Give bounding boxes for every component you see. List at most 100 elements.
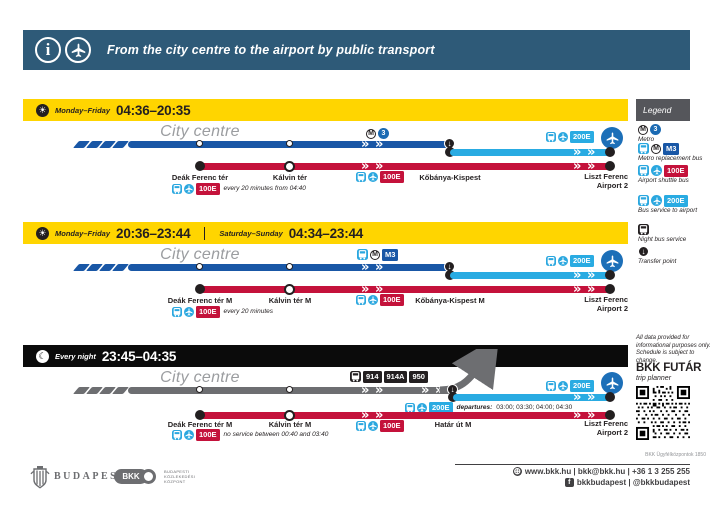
200e-badge: 200E xyxy=(429,402,453,414)
914-badge: 914 xyxy=(363,371,382,383)
legend-transfer-label: Transfer point xyxy=(638,258,677,265)
direction-chevron-icon: » xyxy=(573,408,581,423)
direction-chevron-icon: » xyxy=(375,260,383,275)
m3-badge: M3 xyxy=(663,143,680,155)
terminus-dot xyxy=(605,410,615,420)
station-label: Kálvin tér M xyxy=(268,296,312,305)
legend-transfer-icons: ↓ xyxy=(638,246,649,257)
airport-terminal-icon xyxy=(601,250,623,272)
bus-icon xyxy=(172,429,182,440)
direction-chevron-icon: » xyxy=(375,137,383,152)
terminus-dot xyxy=(605,161,615,171)
station-dot xyxy=(286,386,293,393)
station-label: Határ út M xyxy=(434,420,472,429)
station-label: Deák Ferenc tér M xyxy=(167,296,233,305)
airplane-icon xyxy=(368,294,378,305)
night-route-badges: 914 914A 950 xyxy=(350,371,428,383)
station-label: Liszt Ferenc Airport 2 xyxy=(584,295,628,313)
direction-chevron-icon: » xyxy=(361,260,369,275)
station-dot xyxy=(284,410,295,421)
direction-chevron-icon: » xyxy=(587,159,595,174)
station-dot xyxy=(195,410,205,420)
bus-icon xyxy=(546,255,556,266)
station-dot xyxy=(196,263,203,270)
period-label: Monday–Friday xyxy=(55,105,111,115)
airplane-icon xyxy=(558,255,568,266)
frequency-note-text: every 20 minutes from 04:40 xyxy=(223,185,306,193)
station-label: Deák Ferenc tér xyxy=(171,173,229,182)
contact-social-text: bkkbudapest | @bkkbudapest xyxy=(576,478,690,487)
station-label: Kálvin tér M xyxy=(268,420,312,429)
direction-chevron-icon: » xyxy=(375,282,383,297)
bus-icon xyxy=(356,420,366,431)
bus-icon xyxy=(356,294,366,305)
bkk-org-line: Közlekedési xyxy=(164,473,196,479)
100e-badge: 100E xyxy=(380,294,404,306)
100e-badge: 100E xyxy=(664,165,688,177)
print-credit: BKK Ügyfélközpontok 1850 xyxy=(645,452,706,458)
station-label: Kálvin tér xyxy=(272,173,308,182)
direction-chevron-icon: » xyxy=(375,383,383,398)
metro-m-icon: M xyxy=(366,128,376,139)
legend-metro-icons: M 3 xyxy=(638,124,661,135)
200e-badge: 200E xyxy=(570,380,594,392)
bkk-futar-title: BKK FUTÁR xyxy=(636,362,702,374)
band-separator xyxy=(204,226,206,240)
station-dot xyxy=(286,263,293,270)
bkk-org-name: Budapesti Közlekedési Központ xyxy=(164,469,196,484)
daytime-icon: ☀ xyxy=(36,226,49,240)
metro-line3-icon: 3 xyxy=(378,128,389,139)
city-centre-label: City centre xyxy=(160,246,240,263)
bus-icon xyxy=(638,195,649,207)
direction-chevron-icon: » xyxy=(375,408,383,423)
airplane-icon xyxy=(184,183,194,194)
direction-chevron-icon: » xyxy=(361,408,369,423)
direction-chevron-icon: » xyxy=(435,383,443,398)
city-centre-label: City centre xyxy=(160,123,240,140)
legend-replacement-label: Metro replacement bus xyxy=(638,155,703,162)
direction-chevron-icon: » xyxy=(587,390,595,405)
frequency-note-text: every 20 minutes xyxy=(223,308,274,316)
timeband-weekday-day: ☀ Monday–Friday 04:36–20:35 xyxy=(23,99,628,121)
metro-line3-icon: 3 xyxy=(650,124,661,135)
legend-200e-label: Bus service to airport xyxy=(638,207,698,214)
period-time: 23:45–04:35 xyxy=(101,348,177,364)
station-dot xyxy=(195,284,205,294)
airplane-icon xyxy=(651,195,662,207)
direction-chevron-icon: » xyxy=(587,145,595,160)
direction-chevron-icon: » xyxy=(421,383,429,398)
info-icon: i xyxy=(35,37,61,63)
airplane-icon xyxy=(184,306,194,317)
period-label: Monday–Friday xyxy=(55,228,111,238)
period-label: Saturday–Sunday xyxy=(219,228,283,238)
100e-badge: 100E xyxy=(196,306,220,318)
100e-frequency-note: 100E no service between 00:40 and 03:40 xyxy=(172,429,328,441)
airport-terminal-icon xyxy=(601,127,623,149)
100e-badge: 100E xyxy=(380,420,404,432)
100e-route-badges: 100E xyxy=(356,171,404,183)
200e-badge: 200E xyxy=(570,131,594,143)
legend-100e-icons: 100E xyxy=(638,165,688,177)
direction-chevron-icon: » xyxy=(361,383,369,398)
direction-chevron-icon: » xyxy=(573,268,581,283)
legend-100e-label: Airport shuttle bus xyxy=(638,177,689,184)
city-centre-label: City centre xyxy=(160,369,240,386)
contact-social-row: f bkkbudapest | @bkkbudapest xyxy=(400,478,690,487)
200e-route-badges: 200E xyxy=(546,255,594,267)
airplane-icon xyxy=(651,165,662,177)
metro-m-icon: M xyxy=(651,143,661,154)
station-label: Deák Ferenc tér M xyxy=(167,420,233,429)
legend-nightbus-icons xyxy=(638,224,649,235)
bus-icon xyxy=(172,306,182,317)
200e-departures-note: 200E departures: 03:00; 03:30; 04:00; 04… xyxy=(405,402,572,414)
m3-badge: M3 xyxy=(382,249,399,261)
footer-divider xyxy=(455,464,690,465)
contact-web-text: www.bkk.hu | bkk@bkk.hu | +36 1 3 255 25… xyxy=(524,467,690,476)
direction-chevron-icon: » xyxy=(573,159,581,174)
period-label: Every night xyxy=(55,351,96,361)
bus-icon xyxy=(172,183,182,194)
terminus-dot xyxy=(605,270,615,280)
100e-frequency-note: 100E every 20 minutes from 04:40 xyxy=(172,183,306,195)
metro-m-icon: M xyxy=(370,249,380,260)
disclaimer-text: All data provided for informational purp… xyxy=(636,335,711,364)
